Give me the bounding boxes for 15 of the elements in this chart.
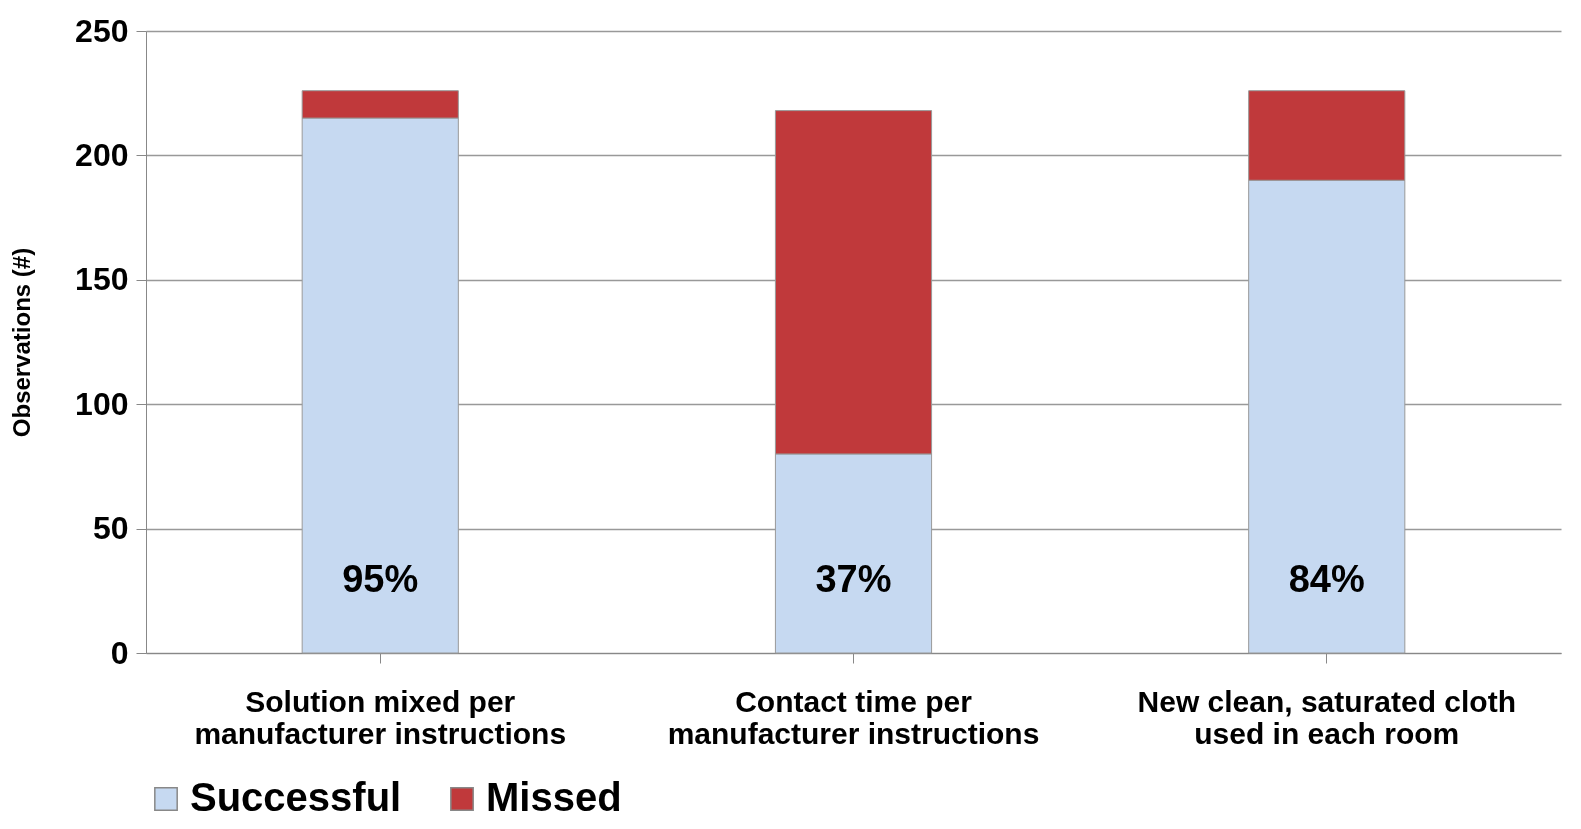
y-tick-label: 50: [92, 510, 129, 547]
y-tick-label: 150: [75, 261, 129, 298]
y-axis-title: Observations (#): [8, 247, 36, 438]
annotation: 95%: [342, 558, 419, 600]
y-tick-label: 100: [75, 385, 129, 422]
annotation: 84%: [1288, 558, 1365, 600]
legend-label: Missed: [486, 775, 622, 819]
annotation: 37%: [815, 558, 892, 600]
y-tick-label: 250: [75, 12, 129, 49]
legend-label: Successful: [190, 775, 402, 819]
x-tick-label: Contact time per manufacturer instructions: [667, 684, 1040, 750]
y-tick-label: 200: [75, 136, 129, 173]
y-tick-label: 0: [110, 634, 129, 671]
x-tick-label: New clean, saturated cloth used in each room: [1137, 684, 1516, 750]
x-tick-label: Solution mixed per manufacturer instructions: [194, 684, 567, 750]
